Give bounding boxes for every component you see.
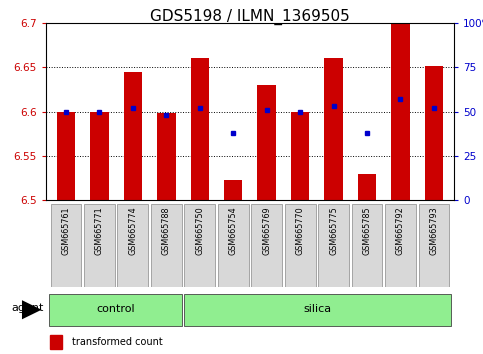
Polygon shape [22,300,42,319]
Text: silica: silica [303,304,331,314]
Bar [151,204,182,287]
Text: GDS5198 / ILMN_1369505: GDS5198 / ILMN_1369505 [150,9,350,25]
Bar [325,58,343,200]
Bar [49,294,183,326]
Bar [50,335,62,349]
Bar [185,204,215,287]
Bar [358,175,376,200]
Text: GSM665754: GSM665754 [229,206,238,255]
Bar [57,112,75,200]
Text: GSM665774: GSM665774 [128,206,137,255]
Bar [352,204,383,287]
Bar [90,112,109,200]
Bar [257,85,276,200]
Text: GSM665769: GSM665769 [262,206,271,255]
Bar [385,204,416,287]
Bar [124,72,142,200]
Bar [251,204,282,287]
Text: GSM665792: GSM665792 [396,206,405,255]
Text: GSM665750: GSM665750 [195,206,204,255]
Text: GSM665761: GSM665761 [61,206,71,255]
Bar [51,204,81,287]
Bar [291,112,309,200]
Bar [391,23,410,200]
Bar [84,204,115,287]
Bar [425,67,443,200]
Bar [117,204,148,287]
Text: GSM665775: GSM665775 [329,206,338,255]
Bar [157,113,175,200]
Bar [285,204,315,287]
Text: transformed count: transformed count [72,337,163,347]
Bar [318,204,349,287]
Bar [218,204,249,287]
Text: control: control [97,304,135,314]
Text: GSM665788: GSM665788 [162,206,171,255]
Text: GSM665785: GSM665785 [363,206,371,255]
Bar [224,180,242,200]
Text: agent: agent [11,303,43,313]
Text: GSM665770: GSM665770 [296,206,305,255]
Bar [191,58,209,200]
Text: GSM665771: GSM665771 [95,206,104,255]
Text: GSM665793: GSM665793 [429,206,439,255]
Bar [419,204,449,287]
Bar [184,294,451,326]
